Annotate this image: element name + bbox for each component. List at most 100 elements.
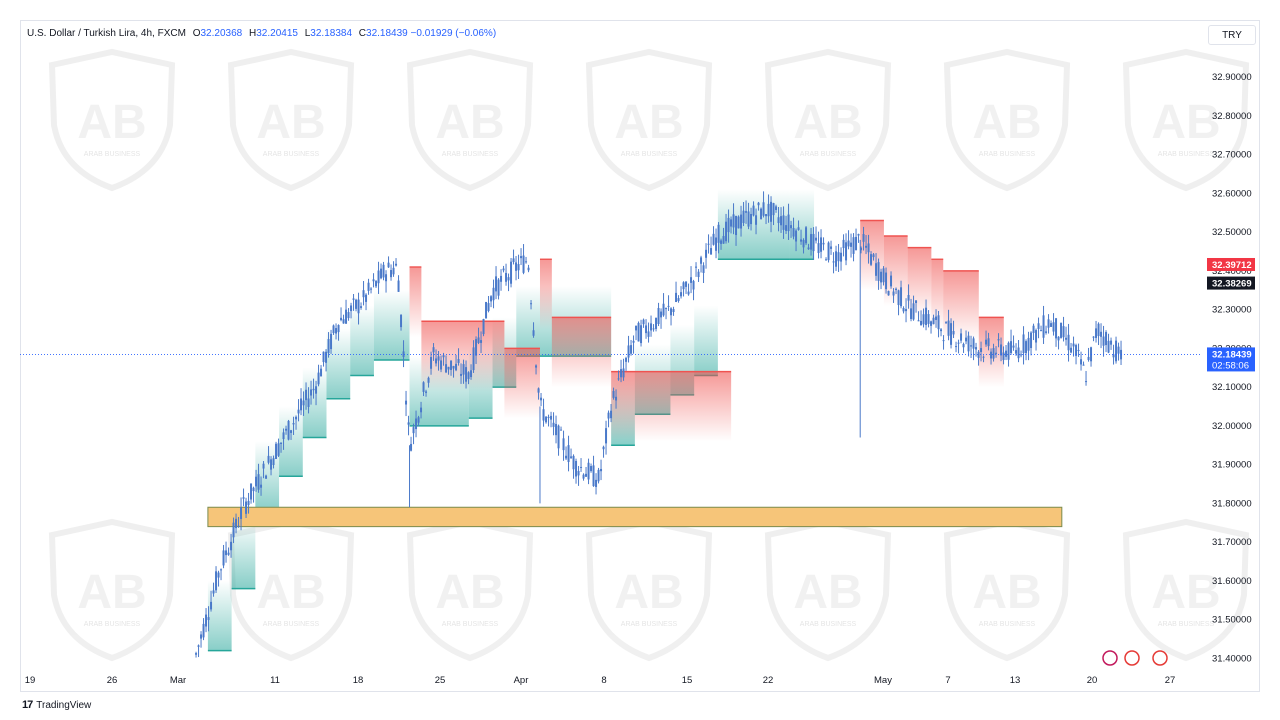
- currency-button[interactable]: TRY: [1208, 25, 1256, 45]
- candle-body: [715, 237, 718, 251]
- indicator-flag-icon[interactable]: [1152, 650, 1168, 666]
- candle-body: [330, 333, 333, 350]
- resistance-step-fill: [931, 259, 944, 330]
- candle-body: [1055, 318, 1058, 339]
- candle-body: [800, 239, 803, 242]
- watermark-shield-icon: AB ARAB BUSINESS: [1122, 48, 1250, 192]
- candle-body: [650, 323, 653, 331]
- candle-body: [490, 296, 493, 302]
- candle-body: [632, 340, 635, 343]
- candle-body: [352, 298, 355, 300]
- watermark-shield-icon: AB ARAB BUSINESS: [406, 518, 534, 662]
- candle-body: [557, 425, 560, 449]
- candle-body: [1087, 356, 1090, 360]
- candle-body: [502, 268, 505, 271]
- candle-body: [980, 348, 983, 352]
- candle-body: [912, 303, 915, 320]
- candle-body: [1077, 349, 1080, 351]
- price-tick-label: 31.60000: [1212, 576, 1252, 587]
- candle-body: [725, 221, 728, 242]
- watermark-monogram: AB: [793, 566, 862, 619]
- candle-body: [872, 254, 875, 258]
- candle-body: [1115, 340, 1118, 362]
- candle-body: [730, 219, 733, 227]
- candle-body: [365, 294, 368, 302]
- candle-body: [525, 261, 528, 263]
- candle-body: [842, 239, 845, 249]
- watermark-shield-icon: AB ARAB BUSINESS: [48, 518, 176, 662]
- candle-body: [1035, 330, 1038, 343]
- candle-body: [660, 311, 663, 318]
- candle-body: [637, 322, 640, 342]
- candle-body: [1060, 322, 1063, 338]
- watermark-shield-outline: [48, 518, 176, 662]
- candle-body: [852, 237, 855, 254]
- price-axis[interactable]: 32.90000 32.80000 32.70000 32.60000 32.50000…: [1207, 72, 1255, 664]
- candle-body: [945, 322, 948, 324]
- candle-body: [642, 319, 645, 325]
- candle-body: [512, 258, 515, 263]
- candle-body: [217, 572, 220, 578]
- candle-body: [780, 216, 783, 226]
- candle-body: [975, 347, 978, 350]
- candle-body: [702, 265, 705, 273]
- time-tick-label: Apr: [514, 675, 529, 686]
- candle-body: [1012, 345, 1015, 348]
- candle-body: [425, 391, 428, 393]
- candle-body: [312, 388, 315, 391]
- watermark-shield-icon: AB ARAB BUSINESS: [943, 48, 1071, 192]
- time-tick-label: Mar: [170, 675, 186, 686]
- candle-body: [265, 475, 268, 479]
- watermark-shield-icon: AB ARAB BUSINESS: [943, 518, 1071, 662]
- candle-body: [527, 267, 530, 271]
- candle-body: [1092, 336, 1095, 338]
- candle-body: [1067, 334, 1070, 351]
- support-step-fill: [717, 189, 790, 260]
- resistance-step-fill: [551, 317, 612, 388]
- candle-body: [677, 298, 680, 301]
- price-tick-label: 32.10000: [1212, 382, 1252, 393]
- close-value: 32.18439: [366, 28, 408, 39]
- candle-body: [682, 282, 685, 290]
- candle-body: [577, 470, 580, 476]
- support-step-fill: [373, 290, 410, 360]
- tradingview-footer[interactable]: 17 TradingView: [22, 699, 91, 711]
- candle-body: [235, 518, 238, 529]
- candle-body: [1085, 381, 1088, 383]
- candle-body: [517, 264, 520, 271]
- symbol-title[interactable]: U.S. Dollar / Turkish Lira, 4h, FXCM: [27, 28, 186, 39]
- candle-body: [732, 214, 735, 228]
- candle-body: [315, 386, 318, 394]
- candle-body: [215, 571, 218, 591]
- indicator-flag-icon[interactable]: [1102, 650, 1118, 666]
- candle-body: [747, 211, 750, 227]
- candle-body: [1105, 332, 1108, 346]
- candle-body: [782, 215, 785, 230]
- candle-body: [482, 319, 485, 335]
- candle-body: [832, 261, 835, 263]
- candle-body: [600, 468, 603, 472]
- indicator-flag-icon[interactable]: [1124, 650, 1140, 666]
- high-value: 32.20415: [256, 28, 298, 39]
- candle-body: [797, 227, 800, 230]
- candle-body: [360, 306, 363, 308]
- symbol-legend: U.S. Dollar / Turkish Lira, 4h, FXCM O32…: [27, 28, 496, 39]
- time-axis[interactable]: 19 26 Mar 11 18 25 Apr 8 15 22 May 7 13 20 27: [25, 675, 1176, 686]
- candle-body: [817, 243, 820, 254]
- watermark-shield-icon: AB ARAB BUSINESS: [764, 518, 892, 662]
- candle-body: [820, 237, 823, 252]
- candle-body: [392, 267, 395, 275]
- candle-body: [647, 331, 650, 337]
- candle-body: [560, 429, 563, 431]
- candle-body: [890, 275, 893, 287]
- candle-body: [705, 249, 708, 258]
- candle-body: [950, 323, 953, 345]
- price-badge-bg: [1207, 347, 1255, 372]
- candle-body: [902, 308, 905, 312]
- candle-body: [625, 357, 628, 362]
- candle-body: [515, 262, 518, 271]
- support-zone-layer: [207, 506, 1063, 528]
- candle-body: [347, 312, 350, 319]
